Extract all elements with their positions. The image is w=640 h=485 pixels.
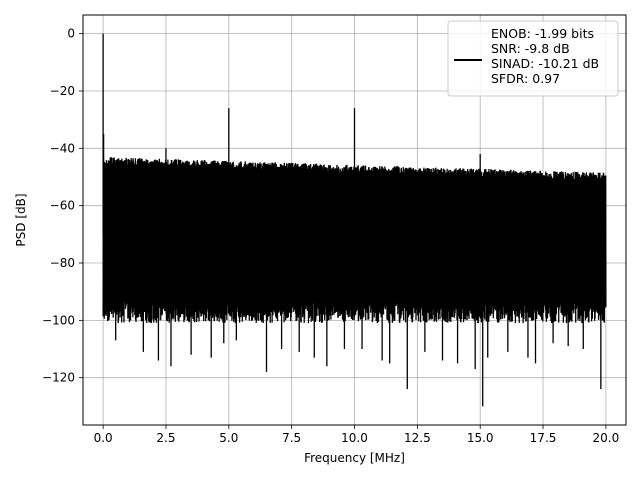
x-tick-label: 7.5 [282,431,301,445]
legend-box [447,20,619,97]
x-tick-label: 10.0 [341,431,368,445]
x-tick-label: 17.5 [530,431,557,445]
psd-trace [102,33,607,407]
y-axis-label: PSD [dB] [14,193,28,246]
y-tick-label: −40 [50,141,75,155]
y-tick-label: −80 [50,256,75,270]
legend-entry: ENOB: -1.99 bits [491,26,594,41]
x-tick-label: 15.0 [467,431,494,445]
y-tick-label: −100 [42,313,75,327]
y-tick-label: 0 [67,27,75,41]
y-tick-label: −120 [42,371,75,385]
legend-entry: SINAD: -10.21 dB [491,56,599,71]
x-tick-label: 2.5 [156,431,175,445]
x-axis-label: Frequency [MHz] [304,451,405,465]
legend-entry: SNR: -9.8 dB [491,41,570,56]
y-tick-label: −60 [50,199,75,213]
x-tick-label: 12.5 [404,431,431,445]
y-tick-label: −20 [50,84,75,98]
x-tick-label: 20.0 [593,431,620,445]
legend-entry: SFDR: 0.97 [491,71,560,86]
x-tick-label: 0.0 [94,431,113,445]
x-tick-label: 5.0 [219,431,238,445]
